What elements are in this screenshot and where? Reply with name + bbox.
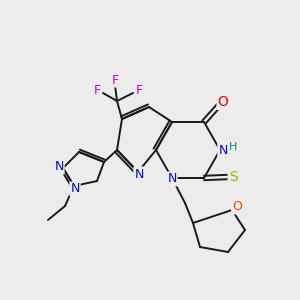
Text: N: N [54,160,64,173]
Text: N: N [167,172,177,185]
Text: N: N [70,182,80,196]
Text: F: F [135,85,142,98]
Text: N: N [218,143,228,157]
Text: F: F [93,85,100,98]
Text: F: F [111,74,118,86]
Text: O: O [232,200,242,214]
Text: H: H [229,142,237,152]
Text: O: O [218,95,228,109]
Text: S: S [229,170,237,184]
Text: N: N [134,167,144,181]
